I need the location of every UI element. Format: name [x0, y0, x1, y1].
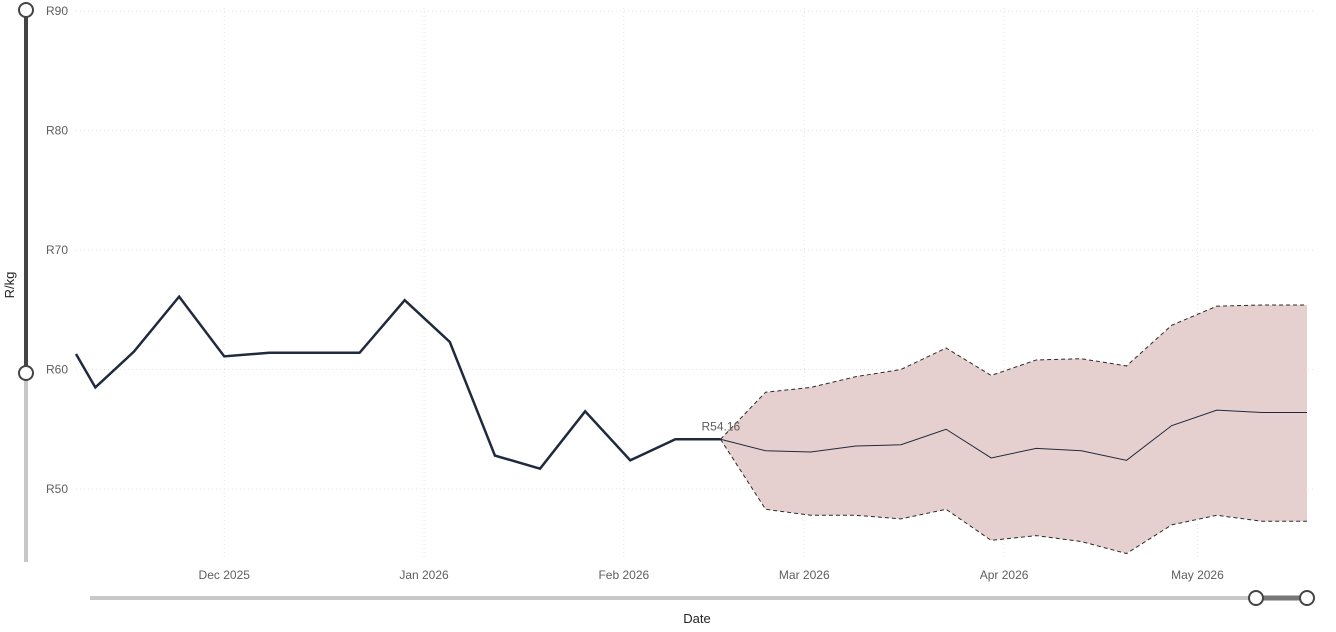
forecast-line [720, 409, 1307, 461]
x-tick-label: Jan 2026 [399, 568, 449, 582]
y-tick-label: R50 [46, 482, 68, 496]
forecast-band [720, 304, 1307, 555]
actual-price-line [74, 294, 721, 471]
y-tick-label: R60 [46, 363, 68, 377]
x-tick-label: Apr 2026 [980, 568, 1029, 582]
x-axis-title: Date [683, 611, 710, 626]
tick-labels: R50 R60 R70 R80 R90 Dec 2025 Jan 2026 Feb 2026 M… [46, 4, 1224, 582]
x-slider-right-handle[interactable] [1299, 590, 1315, 606]
y-tick-label: R90 [46, 4, 68, 18]
series-lines [74, 294, 1307, 471]
x-tick-label: Mar 2026 [779, 568, 830, 582]
y-slider-top-handle[interactable] [18, 2, 34, 18]
x-slider-left-handle[interactable] [1248, 590, 1264, 606]
x-tick-label: May 2026 [1171, 568, 1224, 582]
y-axis-title: R/kg [2, 272, 17, 299]
y-tick-label: R70 [46, 243, 68, 257]
x-tick-label: Dec 2025 [199, 568, 251, 582]
y-slider-bottom-handle[interactable] [18, 365, 34, 381]
forecast-upper-bound [720, 304, 1307, 440]
forecast-lower-bound [720, 439, 1307, 555]
zoom-sliders[interactable] [18, 2, 1315, 606]
forecast-confidence-band [720, 304, 1307, 554]
data-label: R54.16 [702, 419, 741, 433]
x-tick-label: Feb 2026 [598, 568, 649, 582]
y-tick-label: R80 [46, 124, 68, 138]
